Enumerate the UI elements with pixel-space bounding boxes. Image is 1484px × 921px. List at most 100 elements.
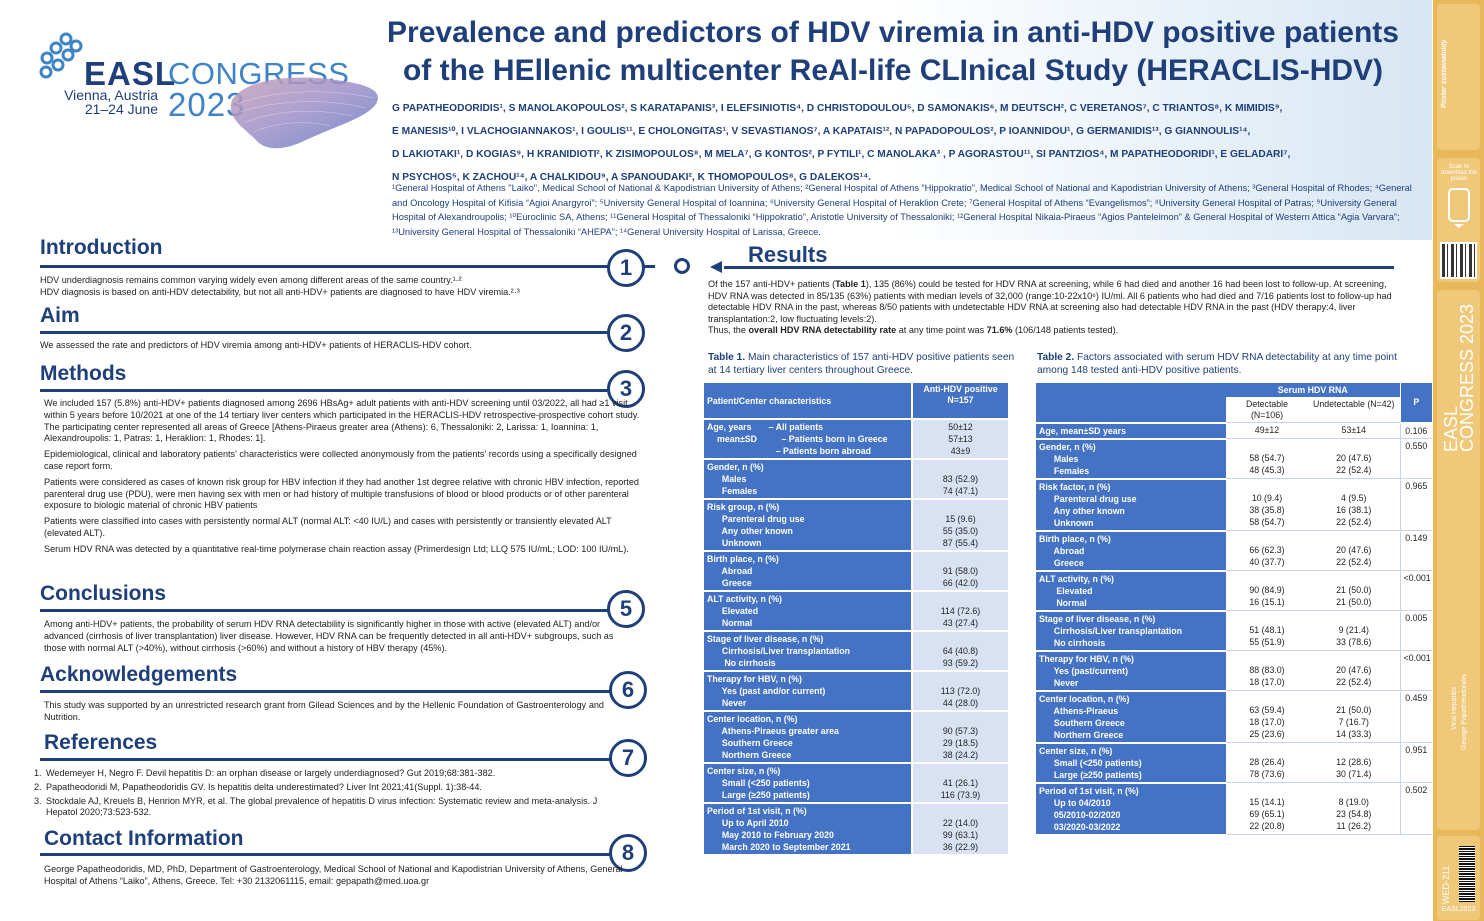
cell-line: 05/2010-02/2020 bbox=[1049, 809, 1121, 820]
cell-line: 50±12 bbox=[948, 422, 973, 432]
table-row: Center size, n (%) Small (<250 patients)… bbox=[1036, 742, 1432, 784]
cell-line: mean±SD – Patients born in Greece bbox=[717, 434, 888, 444]
cell-line: 22 (52.4) bbox=[1336, 677, 1372, 687]
cell-line: 10 (9.4) bbox=[1251, 493, 1283, 503]
qr-code-icon[interactable] bbox=[1440, 242, 1477, 279]
cell-line: Period of 1st visit, n (%) bbox=[707, 806, 807, 816]
cell-line: Southern Greece bbox=[717, 738, 793, 748]
table-header: P bbox=[1399, 383, 1432, 424]
table-row: Age, mean±SD years 49±12 53±14 0.106 bbox=[1036, 422, 1432, 440]
cell-line: Stage of liver disease, n (%) bbox=[707, 634, 824, 644]
p-value: 0.005 bbox=[1399, 610, 1432, 651]
cell-line: 30 (71.4) bbox=[1336, 769, 1372, 779]
cell-line: 33 (78.6) bbox=[1336, 637, 1372, 647]
p-value: 0.149 bbox=[1399, 530, 1432, 571]
congress-vertical-panel: EASL CONGRESS 2023 Viral Hepatitis Georg… bbox=[1437, 290, 1480, 830]
cell-line: Athens-Piraeus greater area bbox=[717, 726, 839, 736]
cell-line: Unknown bbox=[1049, 517, 1094, 528]
logo-easl-text: EASL bbox=[84, 55, 177, 92]
poster-title: Prevalence and predictors of HDV viremia… bbox=[387, 16, 1399, 87]
table-row: Risk factor, n (%) Parenteral drug use A… bbox=[1036, 478, 1432, 532]
cell-line: 12 (28.6) bbox=[1336, 757, 1372, 767]
cell-line: 8 (19.0) bbox=[1338, 797, 1369, 807]
cell-line: 9 (21.4) bbox=[1338, 625, 1369, 635]
cell-line: Any other known bbox=[1049, 505, 1125, 516]
cell-line: 14 (33.3) bbox=[1336, 729, 1372, 739]
acknowledgements-text: This study was supported by an unrestric… bbox=[44, 700, 604, 722]
cell-line: 22 (20.8) bbox=[1249, 821, 1285, 831]
cell-line bbox=[1229, 572, 1305, 584]
cell-line bbox=[916, 805, 1005, 817]
cell-line: 16 (38.1) bbox=[1336, 505, 1372, 515]
cell-line bbox=[1229, 612, 1305, 624]
cell-line: Therapy for HBV, n (%) bbox=[707, 674, 802, 684]
conclusions-heading: Conclusions bbox=[40, 582, 167, 605]
table-row: Risk group, n (%) Parenteral drug use An… bbox=[704, 499, 1008, 552]
cell-line bbox=[916, 713, 1005, 725]
cell-line bbox=[1229, 784, 1305, 796]
cell-line bbox=[1229, 744, 1305, 756]
cell-line: Large (≥250 patients) bbox=[1049, 769, 1142, 780]
cell-line bbox=[1311, 784, 1397, 796]
table-row: Center location, n (%) Athens-Piraeus gr… bbox=[704, 711, 1008, 764]
cell-line: Northern Greece bbox=[717, 750, 792, 760]
cell-line: Therapy for HBV, n (%) bbox=[1039, 653, 1134, 664]
cell-line: Females bbox=[717, 486, 758, 496]
table-row: Age, years – All patients mean±SD – Patie… bbox=[704, 419, 1008, 460]
table1-caption: Table 1. Main characteristics of 157 ant… bbox=[708, 352, 1015, 376]
scan-download-panel[interactable]: Scan to download the poster bbox=[1437, 158, 1480, 282]
cell-line: 16 (15.1) bbox=[1249, 597, 1285, 607]
cell-line: 28 (26.4) bbox=[1249, 757, 1285, 767]
logo-location: Vienna, Austria 21–24 June bbox=[64, 87, 158, 117]
cell-line: 58 (54.7) bbox=[1249, 517, 1285, 527]
cell-line: Normal bbox=[717, 618, 753, 628]
cell-line: Yes (past/current) bbox=[1049, 665, 1129, 676]
cell-line: Males bbox=[717, 474, 747, 484]
cell-line: 49±12 bbox=[1254, 425, 1280, 435]
reference-list: 1. Wedemeyer H, Negro F. Devil hepatitis … bbox=[30, 768, 610, 821]
cell-line: Birth place, n (%) bbox=[1039, 533, 1111, 544]
section-number-5: 5 bbox=[607, 590, 645, 628]
cell-line: 48 (45.3) bbox=[1249, 465, 1285, 475]
reference-item: 2. Papatheodoridi M, Papatheodoridis GV. … bbox=[34, 781, 482, 792]
cell-line: 83 (52.9) bbox=[942, 474, 979, 484]
cell-line: Age, mean±SD years bbox=[1039, 425, 1126, 436]
aim-text: We assessed the rate and predictors of H… bbox=[40, 340, 472, 350]
cell-line: 55 (35.0) bbox=[942, 526, 979, 536]
cell-line: 4 (9.5) bbox=[1341, 493, 1367, 503]
connector-circle bbox=[674, 258, 690, 274]
cell-line: 43 (27.4) bbox=[942, 618, 979, 628]
contact-heading: Contact Information bbox=[44, 827, 244, 850]
cell-line: 20 (47.6) bbox=[1336, 665, 1372, 675]
cell-line: Greece bbox=[1049, 557, 1084, 568]
cell-line: 87 (55.4) bbox=[942, 538, 979, 548]
author-list: G PAPATHEODORIDIS¹, S MANOLAKOPOULOS², S… bbox=[392, 97, 1422, 189]
cell-line: Never bbox=[1049, 677, 1079, 688]
cell-line: Cirrhosis/Liver transplantation bbox=[717, 646, 850, 656]
cell-line: 116 (73.9) bbox=[940, 790, 981, 800]
table-header: Undetectable (N=42) bbox=[1308, 397, 1400, 423]
p-value: 0.951 bbox=[1399, 742, 1432, 783]
table-row: Birth place, n (%) Abroad Greece 91 (58.0… bbox=[704, 551, 1008, 592]
table2: Serum HDV RNA P Detectable (N=106) Undet… bbox=[1036, 383, 1432, 836]
cell-line: Females bbox=[1049, 465, 1090, 476]
cell-line bbox=[1311, 612, 1397, 624]
references-heading: References bbox=[44, 731, 158, 754]
cell-line: 22 (14.0) bbox=[942, 818, 979, 828]
cell-line: 69 (65.1) bbox=[1249, 809, 1285, 819]
cell-line: Period of 1st visit, n (%) bbox=[1039, 785, 1139, 796]
cell-line: 90 (84.9) bbox=[1249, 585, 1285, 595]
cell-line: 21 (50.0) bbox=[1336, 597, 1372, 607]
cell-line: 7 (16.7) bbox=[1338, 717, 1369, 727]
barcode-icon bbox=[1459, 846, 1475, 902]
section-number-3: 3 bbox=[607, 370, 645, 408]
cell-line: Any other known bbox=[717, 526, 793, 536]
cell-line: 93 (59.2) bbox=[942, 658, 979, 668]
cell-line: Risk group, n (%) bbox=[707, 502, 780, 512]
cell-line: 18 (17.0) bbox=[1249, 677, 1285, 687]
results-heading: Results bbox=[748, 242, 828, 267]
table-row: Therapy for HBV, n (%) Yes (past and/or … bbox=[704, 671, 1008, 712]
p-value: <0.001 bbox=[1399, 650, 1432, 691]
cell-line: Parenteral drug use bbox=[717, 514, 805, 524]
cell-line: 22 (52.4) bbox=[1336, 465, 1372, 475]
